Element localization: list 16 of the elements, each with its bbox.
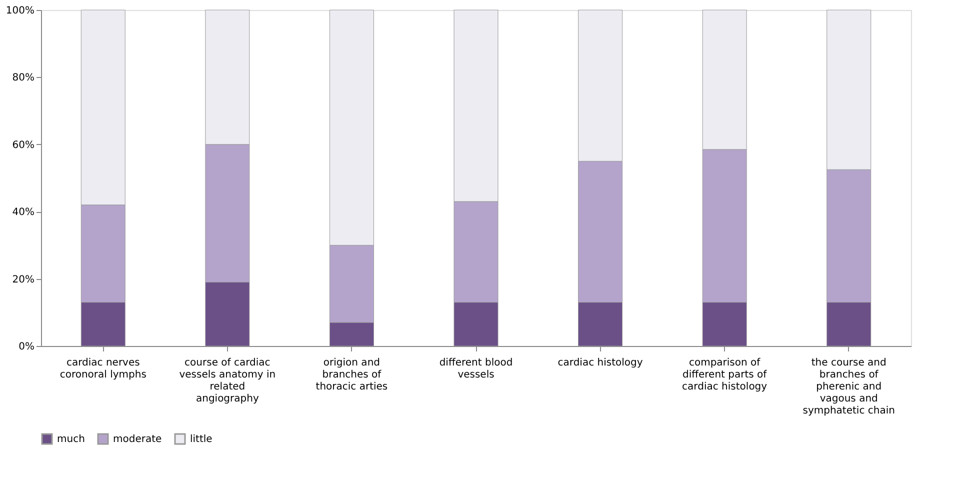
x-tick-label: course of cardiac vessels anatomy in related angiography: [179, 358, 276, 404]
y-tick-label: 40%: [12, 207, 34, 218]
y-tick-label: 20%: [12, 274, 34, 286]
x-tick-label: cardiac histology: [558, 358, 643, 368]
x-tick-label: origion and branches of thoracic arties: [316, 358, 388, 392]
y-tick-label: 0%: [18, 342, 34, 352]
legend-label: much: [57, 434, 85, 445]
x-tick-label: cardiac nerves coronoral lymphs: [60, 358, 146, 380]
y-tick-label: 60%: [12, 140, 34, 151]
legend-label: little: [190, 434, 212, 445]
x-tick-label: different blood vessels: [439, 358, 513, 380]
y-tick-label: 80%: [12, 72, 34, 84]
x-tick-label: comparison of different parts of cardiac histology: [682, 358, 768, 392]
x-tick-label: the course and branches of pherenic and vagous and symphatetic chain: [802, 358, 895, 416]
y-tick-label: 100%: [6, 6, 34, 16]
legend-label: moderate: [113, 434, 162, 445]
